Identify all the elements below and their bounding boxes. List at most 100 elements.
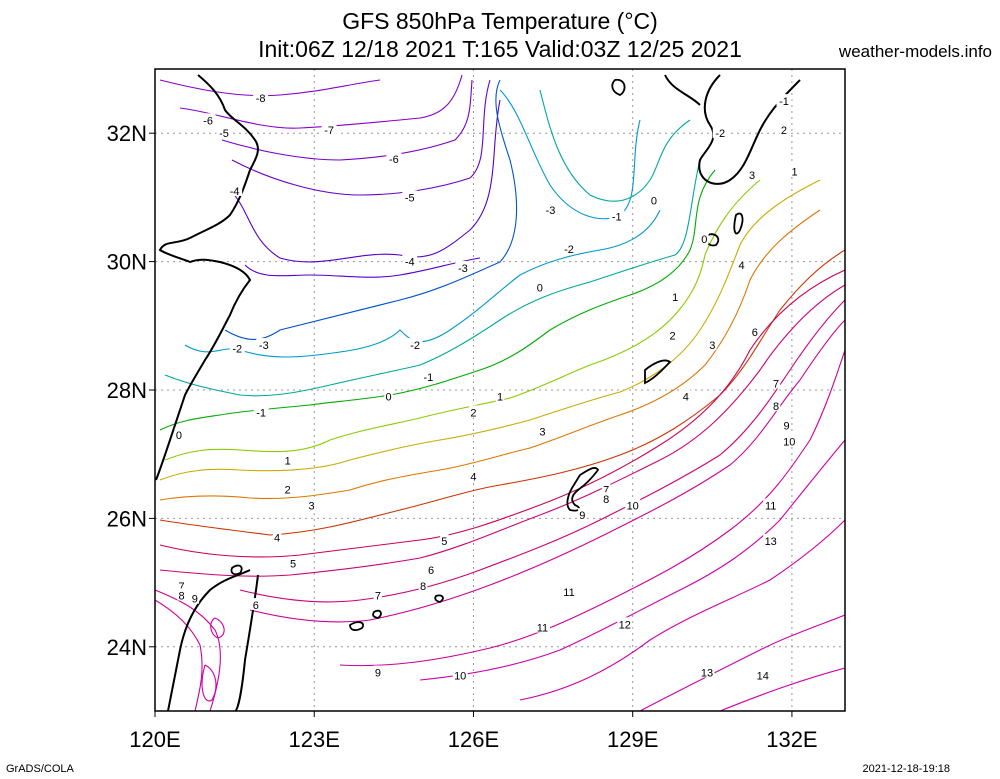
contour-label-bg	[763, 498, 779, 511]
site-label[interactable]: weather-models.info	[838, 42, 992, 61]
footer-credit: GrADS/COLA	[6, 763, 74, 775]
contour-label-bg	[251, 598, 261, 611]
contour-label: 1	[792, 167, 798, 179]
contour-label-bg	[253, 90, 269, 103]
lat-tick-label: 30N	[107, 250, 147, 275]
taiwan-coastline	[167, 569, 259, 711]
contour-label: 1	[672, 292, 678, 304]
contour-label: 5	[441, 536, 447, 548]
ishigaki-island	[230, 564, 243, 576]
isotherm	[155, 589, 221, 711]
contour-label-bg	[763, 533, 779, 546]
contour-label-bg	[440, 533, 449, 546]
isotherm	[419, 439, 845, 681]
isotherm	[159, 79, 381, 97]
contour-label: 6	[428, 565, 434, 577]
isotherm	[159, 179, 821, 481]
contour-label: 9	[192, 594, 198, 606]
contour-label-bg	[538, 424, 547, 437]
isotherm	[499, 89, 641, 220]
contour-label-bg	[469, 405, 478, 418]
isotherm	[164, 179, 761, 461]
contour-label-bg	[578, 508, 587, 521]
contour-label-bg	[455, 261, 471, 274]
contour-label: -3	[458, 263, 468, 275]
contour-label: 3	[749, 170, 755, 182]
isotherm	[159, 209, 821, 501]
contour-label: -3	[546, 205, 556, 217]
contour-label-bg	[755, 668, 771, 681]
contour-label-bg	[601, 482, 611, 495]
contour-label-bg	[373, 588, 383, 601]
contour-label: 8	[773, 401, 779, 413]
contour-label-bg	[670, 289, 680, 302]
contour-label-bg	[495, 389, 505, 402]
contour-label: 11	[765, 501, 776, 513]
contour-label: 6	[253, 600, 259, 612]
contour-label: 4	[738, 260, 744, 272]
contour-label-bg	[420, 370, 436, 383]
contour-label: 10	[783, 436, 795, 448]
contour-label: 9	[579, 510, 585, 522]
contour-label: -6	[389, 154, 399, 166]
miyako-island	[349, 621, 364, 632]
contour-label-bg	[542, 203, 558, 216]
contour-label: 0	[385, 391, 391, 403]
contour-label: 1	[285, 456, 291, 468]
contour-label-bg	[776, 94, 792, 107]
kyushu-coastline	[664, 74, 701, 106]
kyushu-coastline	[698, 74, 801, 185]
contour-label-bg	[469, 469, 478, 482]
contour-label-bg	[708, 338, 717, 351]
contour-label: 4	[470, 472, 476, 484]
contour-label-bg	[200, 113, 216, 126]
contour-label: 3	[709, 340, 715, 352]
contour-label-bg	[174, 427, 184, 440]
contour-label: 14	[757, 671, 769, 683]
contour-label-bg	[227, 183, 243, 196]
isotherm	[719, 667, 845, 711]
contour-label-bg	[747, 167, 757, 180]
isotherm	[164, 159, 701, 397]
contour-label-bg	[177, 578, 186, 591]
contour-label-bg	[283, 453, 292, 466]
contour-label-bg	[781, 434, 797, 447]
contour-label-bg	[452, 668, 468, 681]
contour-label-bg	[307, 498, 316, 511]
contour-label: -1	[423, 372, 433, 384]
contour-label-bg	[535, 280, 545, 293]
chart-title-line2: Init:06Z 12/18 2021 T:165 Valid:03Z 12/2…	[258, 36, 742, 62]
amami-island	[644, 359, 672, 385]
contour-label: -5	[219, 128, 229, 140]
contour-label-bg	[609, 209, 625, 222]
isotherm	[201, 664, 217, 702]
contour-label: 13	[765, 536, 777, 548]
contour-label-bg	[699, 665, 715, 678]
contour-label-bg	[712, 126, 728, 139]
contour-label-bg	[386, 151, 402, 164]
isotherm	[539, 89, 691, 202]
contour-label-bg	[253, 405, 269, 418]
contour-label: 7	[375, 590, 381, 602]
china-coastline	[155, 74, 259, 481]
contour-label-bg	[177, 588, 186, 601]
isotherm	[159, 249, 845, 536]
contour-label-bg	[288, 556, 298, 569]
contour-label: 3	[309, 501, 315, 513]
contour-label: 2	[470, 407, 476, 419]
contour-label-bg	[790, 164, 799, 177]
contour-label-bg	[561, 585, 577, 598]
contour-label: -1	[256, 407, 266, 419]
contour-label-bg	[373, 665, 383, 678]
contour-label-bg	[617, 617, 633, 630]
contour-label-bg	[407, 338, 423, 351]
contour-label: 8	[178, 590, 184, 602]
contour-label: 7	[178, 581, 184, 593]
isotherm	[210, 617, 225, 639]
contour-label: 11	[563, 587, 574, 599]
lon-tick-label: 129E	[607, 727, 658, 752]
contour-label: 5	[290, 558, 296, 570]
contour-label-bg	[625, 498, 641, 511]
contour-label-bg	[782, 418, 791, 431]
